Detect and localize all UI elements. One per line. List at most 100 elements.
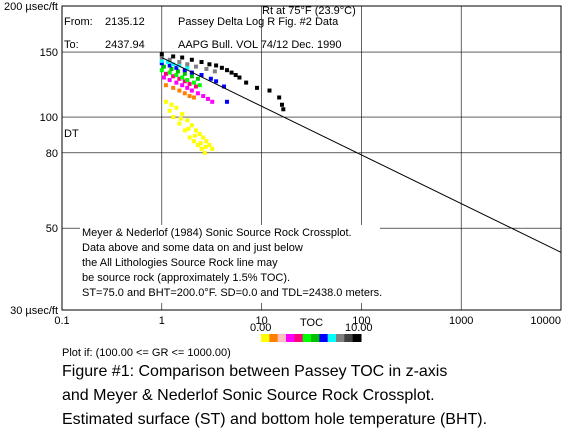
data-point (267, 88, 272, 93)
data-point (182, 91, 187, 96)
colorbar-max-label: 10.00 (345, 322, 373, 334)
y-tick-label: 100 (40, 112, 58, 124)
data-point (229, 70, 234, 75)
data-point (204, 66, 209, 71)
rt-note: Rt at 75°F (23.9°C) (262, 5, 356, 17)
data-point (185, 78, 190, 83)
data-point (191, 80, 196, 85)
y-axis-ticks: 30 µsec/ft 50 80 100 150 200 µsec/ft (4, 1, 58, 317)
data-point (163, 83, 168, 88)
data-point (177, 60, 182, 65)
data-point (203, 144, 208, 149)
data-point (189, 123, 194, 128)
data-point (201, 135, 206, 140)
data-point (205, 96, 210, 101)
data-point (175, 69, 180, 74)
data-point (167, 63, 172, 68)
data-point (165, 60, 170, 65)
colorbar-swatch (302, 334, 312, 342)
data-point (279, 102, 284, 107)
data-point (187, 81, 192, 86)
data-point (277, 95, 282, 100)
colorbar-min-label: 0.00 (250, 322, 271, 334)
data-point (197, 131, 202, 136)
data-point (233, 73, 238, 78)
data-point (185, 62, 190, 67)
data-point (219, 65, 224, 70)
data-point (224, 68, 229, 73)
colorbar-swatch (352, 334, 362, 342)
data-point (208, 76, 213, 81)
data-point (180, 75, 185, 80)
data-point (171, 115, 176, 120)
data-point (195, 91, 200, 96)
data-point (244, 80, 249, 85)
caption-line-3: Estimated surface (ST) and bottom hole t… (62, 411, 487, 428)
data-point (187, 135, 192, 140)
data-point (214, 63, 219, 68)
data-point (159, 61, 164, 66)
crossplot-annotation: Meyer & Nederlof (1984) Sonic Source Roc… (80, 225, 382, 303)
source-line-1: Passey Delta Log R Fig. #2 Data (178, 16, 339, 28)
data-point (180, 83, 185, 88)
data-point (177, 121, 182, 126)
data-point (210, 146, 215, 151)
data-point (193, 128, 198, 133)
source-rock-line (161, 57, 562, 253)
to-label: To: (64, 39, 79, 51)
colorbar-swatch (261, 334, 270, 342)
data-point (174, 105, 179, 110)
from-value: 2135.12 (105, 16, 145, 28)
x-tick-label: 10 (255, 315, 267, 327)
data-point (182, 71, 187, 76)
data-point (207, 143, 212, 148)
x-tick-label: 1 (159, 315, 165, 327)
data-point (197, 83, 202, 88)
colorbar-swatch (336, 334, 345, 342)
annotation-line: Data above and some data on and just bel… (82, 242, 303, 254)
y-axis-label: DT (64, 128, 79, 140)
data-point (182, 128, 187, 133)
data-point (224, 99, 229, 104)
data-point (167, 78, 172, 83)
x-tick-label: 100 (352, 315, 370, 327)
data-point (199, 60, 204, 65)
data-point (169, 102, 174, 107)
data-point (161, 75, 166, 80)
data-point (163, 71, 168, 76)
data-point (182, 79, 187, 84)
annotation-line: ST=75.0 and BHT=200.0°F. SD=0.0 and TDL=… (82, 287, 382, 299)
colorbar-swatch (294, 334, 304, 342)
data-point (180, 55, 185, 60)
data-point (193, 84, 198, 89)
colorbar-swatch (269, 334, 279, 342)
annotation-line: Meyer & Nederlof (1984) Sonic Source Roc… (82, 227, 352, 239)
data-point (191, 95, 196, 100)
data-point (163, 99, 168, 104)
annotation-line: the All Lithologies Source Rock line may (82, 257, 278, 269)
data-point (177, 76, 182, 81)
colorbar-swatch (286, 334, 295, 342)
data-point (189, 88, 194, 93)
annotation-background (80, 225, 380, 303)
from-label: From: (64, 16, 93, 28)
plot-filter-note: Plot if: (100.00 <= GR <= 1000.00) (62, 347, 231, 359)
data-point (174, 80, 179, 85)
data-point (171, 74, 176, 79)
data-point (191, 139, 196, 144)
data-point (174, 65, 179, 70)
y-tick-label: 50 (46, 223, 58, 235)
colorbar-title: TOC (300, 317, 323, 329)
data-point (169, 66, 174, 71)
data-point (207, 62, 212, 67)
data-point (171, 62, 176, 67)
data-point (255, 85, 260, 90)
data-point (185, 118, 190, 123)
y-tick-label: 150 (40, 47, 58, 59)
data-point (214, 79, 219, 84)
data-point (167, 57, 172, 62)
colorbar-swatch (344, 334, 354, 342)
data-point (210, 99, 215, 104)
data-point (167, 70, 172, 75)
data-point (171, 85, 176, 90)
